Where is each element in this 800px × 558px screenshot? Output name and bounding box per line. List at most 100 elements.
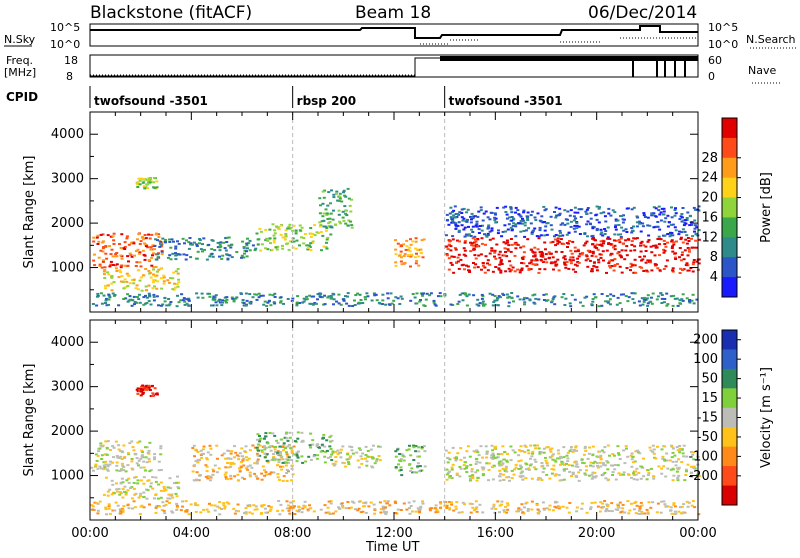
data-cell [154, 238, 158, 241]
data-cell [117, 304, 121, 307]
data-cell [136, 479, 140, 482]
data-cell [394, 261, 398, 264]
data-cell [326, 236, 330, 239]
data-cell [154, 476, 158, 479]
data-cell [603, 233, 607, 235]
data-cell [562, 256, 566, 259]
data-cell [181, 500, 185, 503]
data-cell [329, 295, 333, 297]
data-cell [96, 234, 100, 237]
data-cell [609, 254, 613, 257]
data-cell [656, 502, 660, 505]
data-cell [456, 256, 460, 259]
data-cell [611, 471, 615, 474]
data-cell [114, 267, 118, 270]
data-cell [140, 454, 144, 457]
data-cell [266, 301, 270, 304]
data-cell [458, 293, 462, 296]
data-cell [496, 232, 500, 235]
data-cell [617, 224, 621, 226]
data-cell [526, 449, 530, 452]
data-cell [443, 500, 447, 503]
data-cell [609, 293, 613, 296]
data-cell [462, 253, 466, 256]
data-cell [531, 294, 535, 297]
data-cell [128, 298, 132, 301]
data-cell [192, 241, 196, 244]
data-cell [691, 453, 695, 456]
data-cell [405, 508, 409, 511]
data-cell [289, 505, 293, 508]
data-cell [536, 478, 540, 481]
data-cell [494, 266, 498, 268]
data-cell [123, 485, 127, 488]
data-cell [671, 468, 675, 471]
data-cell [307, 247, 310, 249]
data-cell [559, 223, 563, 226]
data-cell [296, 431, 300, 434]
data-cell [244, 445, 248, 448]
data-cell [566, 457, 570, 460]
data-cell [265, 237, 268, 240]
data-cell [354, 294, 358, 296]
data-cell [642, 244, 646, 247]
data-cell [540, 462, 544, 464]
data-cell [494, 508, 498, 510]
data-cell [536, 508, 540, 511]
data-cell [96, 509, 100, 512]
data-cell [332, 196, 336, 199]
data-cell [208, 255, 212, 258]
data-cell [454, 216, 458, 219]
data-cell [147, 177, 151, 180]
data-cell [338, 220, 342, 223]
data-cell [237, 510, 240, 513]
data-cell [397, 254, 401, 257]
data-cell [649, 245, 653, 248]
data-cell [571, 472, 575, 474]
data-cell [230, 296, 234, 299]
data-cell [660, 448, 664, 451]
data-cell [154, 233, 158, 236]
data-cell [315, 457, 319, 460]
data-cell [639, 477, 643, 480]
data-cell [533, 251, 537, 254]
data-cell [520, 262, 524, 264]
data-cell [591, 445, 595, 448]
data-cell [295, 451, 299, 454]
data-cell [450, 466, 454, 469]
data-cell [563, 258, 567, 261]
data-cell [226, 478, 230, 481]
data-cell [344, 212, 348, 215]
data-cell [205, 465, 209, 468]
data-cell [475, 303, 479, 306]
data-cell [671, 234, 675, 237]
data-cell [463, 235, 467, 238]
data-cell [120, 462, 124, 465]
data-cell [254, 247, 258, 250]
data-cell [105, 453, 109, 456]
data-cell [323, 294, 327, 297]
data-cell [593, 245, 597, 248]
data-cell [524, 229, 528, 232]
data-cell [654, 207, 658, 210]
data-cell [323, 461, 327, 464]
colorbar-tick-label: 100 [693, 352, 718, 367]
data-cell [224, 249, 228, 252]
data-cell [662, 239, 666, 242]
data-cell [408, 512, 412, 515]
data-cell [526, 217, 529, 220]
data-cell [690, 223, 694, 226]
data-cell [575, 463, 579, 466]
data-cell [124, 297, 128, 300]
data-cell [318, 197, 322, 200]
data-cell [290, 459, 294, 461]
data-cell [668, 231, 672, 234]
data-cell [142, 476, 146, 479]
data-cell [669, 223, 673, 226]
data-cell [244, 511, 248, 514]
data-cell [315, 445, 319, 448]
data-cell [623, 511, 627, 514]
data-cell [196, 250, 200, 253]
data-cell [566, 210, 570, 213]
data-cell [255, 293, 259, 296]
